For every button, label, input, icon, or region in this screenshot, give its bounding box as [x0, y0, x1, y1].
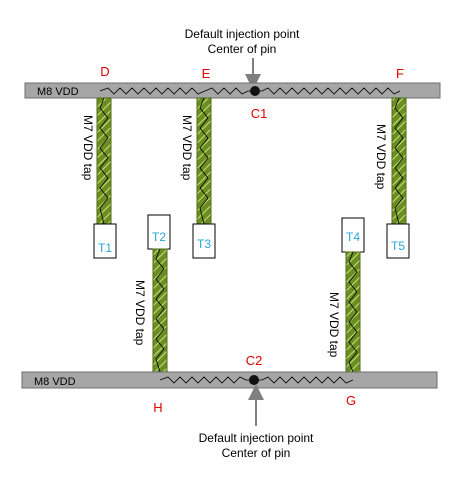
top-rail-label: M8 VDD [37, 86, 79, 98]
tap-box-label-t3: T3 [197, 237, 211, 251]
node-label-c1: C1 [251, 106, 268, 121]
tap-resistor-t1 [99, 97, 109, 225]
node-label-d: D [100, 64, 109, 79]
top-rail [24, 82, 441, 99]
tap-resistor-t4 [348, 251, 358, 373]
bottom-injection-point [249, 375, 259, 385]
tap-resistor-t2 [155, 248, 165, 373]
tap-bar-t5 [391, 97, 407, 225]
top-annotation-line2: Center of pin [208, 42, 277, 56]
tap-box-t1 [93, 223, 117, 259]
tap-box-label-t4: T4 [346, 230, 360, 244]
tap-box-label-t2: T2 [152, 230, 166, 244]
tap-resistor-t5 [394, 97, 404, 225]
tap-box-t3 [192, 223, 216, 259]
node-label-f: F [396, 66, 404, 81]
bottom-annotation-line2: Center of pin [222, 446, 291, 460]
bottom-annotation-line1: Default injection point [199, 431, 314, 445]
tap-box-label-t5: T5 [391, 239, 405, 253]
tap-label-t3: M7 VDD tap [180, 115, 194, 181]
bottom-resistor-chain [159, 376, 354, 384]
top-resistor-chain [99, 87, 401, 95]
tap-resistor-t3 [199, 97, 209, 225]
tap-label-t1: M7 VDD tap [81, 115, 95, 181]
tap-label-t5: M7 VDD tap [374, 124, 388, 190]
tap-label-t4: M7 VDD tap [327, 292, 341, 358]
node-label-c2: C2 [246, 353, 263, 368]
tap-bar-t4 [345, 251, 361, 373]
top-annotation-line1: Default injection point [185, 27, 300, 41]
tap-label-t2: M7 VDD tap [133, 280, 147, 346]
tap-box-label-t1: T1 [98, 241, 112, 255]
node-label-g: G [346, 393, 356, 408]
tap-bar-t3 [196, 97, 212, 225]
node-label-e: E [202, 66, 211, 81]
node-label-h: H [153, 400, 162, 415]
bottom-rail-label: M8 VDD [34, 376, 76, 388]
bottom-rail [21, 371, 438, 389]
tap-bar-t1 [96, 97, 112, 225]
top-injection-point [250, 86, 260, 96]
tap-box-t5 [386, 223, 410, 259]
